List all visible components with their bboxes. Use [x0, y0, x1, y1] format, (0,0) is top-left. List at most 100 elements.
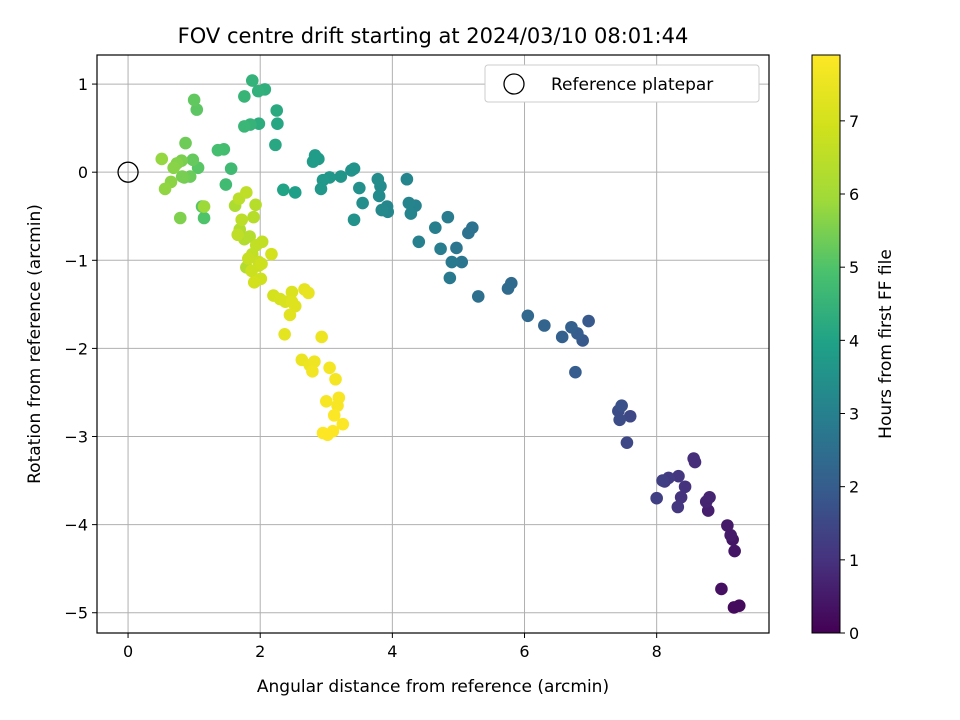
scatter-point: [703, 491, 716, 504]
scatter-point: [245, 264, 258, 278]
scatter-point: [314, 182, 328, 196]
colorbar-tick-label: 6: [849, 185, 859, 204]
scatter-point: [347, 213, 361, 227]
scatter-point: [278, 328, 291, 341]
scatter-point: [371, 172, 385, 186]
scatter-point: [231, 228, 245, 242]
colorbar-tick-label: 4: [849, 331, 859, 350]
legend-marker: [503, 73, 525, 95]
scatter-point: [224, 162, 238, 175]
scatter-point: [462, 226, 475, 240]
y-tick-label: −4: [64, 516, 88, 535]
scatter-point: [334, 170, 348, 183]
scatter-point: [306, 155, 320, 168]
scatter-point: [356, 196, 369, 210]
x-tick-label: 4: [387, 642, 397, 661]
grid-lines: [97, 55, 769, 633]
scatter-point: [247, 276, 261, 289]
scatter-point: [271, 117, 284, 131]
scatter-point: [674, 491, 688, 504]
legend: Reference platepar: [484, 64, 760, 103]
plot-frame: [96, 54, 770, 634]
scatter-point: [501, 282, 515, 295]
scatter-point: [308, 355, 321, 368]
scatter-point: [450, 241, 463, 255]
scatter-point: [471, 290, 485, 303]
scatter-point: [302, 286, 315, 300]
colorbar-gradient: [811, 54, 841, 634]
scatter-point: [327, 409, 341, 422]
scatter-point: [332, 391, 346, 405]
scatter-point: [219, 178, 233, 191]
scatter-point: [582, 314, 595, 328]
scatter-point: [412, 235, 426, 249]
scatter-point: [255, 257, 268, 271]
scatter-point: [620, 436, 634, 449]
scatter-point: [249, 198, 262, 212]
scatter-point: [306, 365, 319, 378]
scatter-point: [288, 186, 302, 199]
scatter-point: [521, 309, 535, 323]
scatter-point: [404, 207, 418, 220]
scatter-point: [173, 211, 187, 225]
scatter-point: [336, 417, 350, 431]
scatter-point: [443, 271, 457, 285]
scatter-point: [678, 480, 692, 494]
colorbar-tick-label: 5: [849, 258, 859, 277]
scatter-point: [190, 103, 204, 116]
colorbar-tick-label: 7: [849, 112, 859, 131]
scatter-point: [235, 213, 249, 227]
scatter-point: [671, 500, 685, 514]
scatter-point: [434, 242, 447, 256]
scatter-point: [179, 136, 192, 150]
scatter-point: [255, 235, 269, 249]
scatter-point: [245, 74, 259, 87]
scatter-point: [445, 255, 459, 269]
scatter-point: [285, 285, 299, 299]
x-axis-ticks: 0 2 4 6 8: [123, 633, 662, 661]
scatter-point: [623, 409, 637, 423]
colorbar-tick-label: 0: [849, 624, 859, 643]
y-axis-ticks: 1 0 −1 −2 −3 −4 −5: [64, 75, 97, 623]
scatter-point: [353, 181, 366, 195]
scatter-point: [538, 319, 551, 332]
scatter-point: [650, 491, 663, 505]
scatter-point: [672, 469, 685, 483]
scatter-point: [155, 152, 169, 166]
scatter-point: [721, 519, 734, 532]
scatter-point: [321, 428, 334, 442]
colorbar-tick-label: 1: [849, 551, 859, 570]
scatter-point: [315, 330, 328, 344]
scatter-point: [319, 394, 333, 408]
scatter-point: [167, 161, 180, 175]
scatter-point: [402, 196, 416, 210]
colorbar-tick-label: 2: [849, 478, 859, 497]
scatter-point: [269, 138, 282, 152]
scatter-point: [240, 186, 253, 199]
scatter-point: [569, 365, 582, 379]
y-axis-label: Rotation from reference (arcmin): [25, 204, 45, 484]
colorbar-tick-label: 3: [849, 405, 859, 424]
scatter-point: [251, 84, 265, 98]
y-tick-label: 1: [78, 75, 88, 94]
scatter-point: [186, 153, 200, 167]
scatter-point: [687, 452, 700, 465]
colorbar-ticks: 0 1 2 3 4 5 6 7: [840, 112, 859, 643]
x-tick-label: 0: [123, 642, 133, 661]
scatter-points: [155, 74, 746, 614]
scatter-point: [329, 372, 342, 386]
scatter-point: [400, 172, 414, 186]
legend-label: Reference platepar: [551, 75, 713, 95]
scatter-point: [158, 182, 172, 196]
scatter-point: [247, 210, 260, 224]
scatter-point: [283, 308, 297, 322]
x-tick-label: 6: [519, 642, 529, 661]
scatter-point: [242, 252, 255, 265]
scatter-point: [429, 221, 442, 234]
scatter-point: [211, 143, 225, 157]
reference-point-marker: [117, 161, 139, 183]
scatter-point: [238, 120, 251, 133]
scatter-point: [724, 528, 737, 542]
chart-title: FOV centre drift starting at 2024/03/10 …: [178, 24, 689, 48]
